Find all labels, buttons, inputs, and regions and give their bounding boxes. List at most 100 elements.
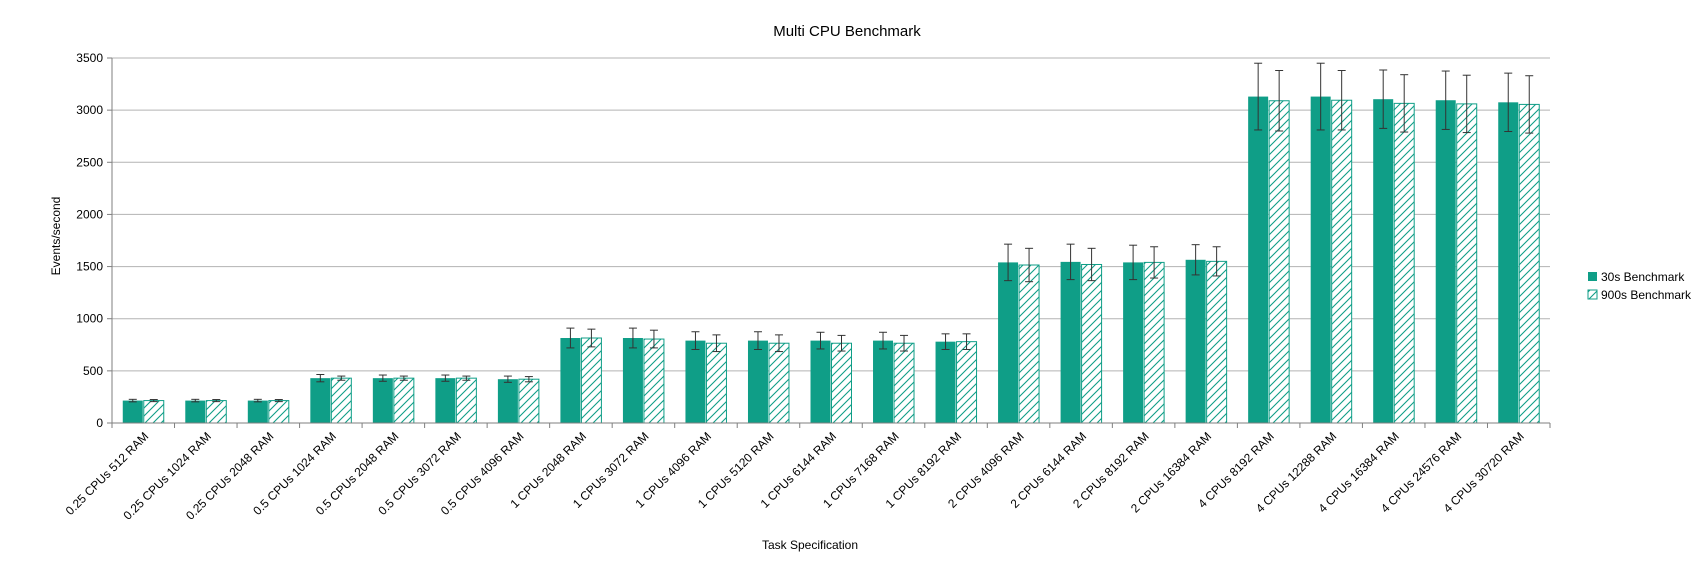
error-bar: [774, 334, 783, 353]
bar-900s: [518, 378, 540, 424]
error-bar: [399, 375, 408, 381]
error-bar: [128, 398, 137, 403]
bar-30s: [122, 400, 143, 423]
bar-30s: [1248, 96, 1269, 423]
bar-900s: [956, 341, 978, 424]
bar-30s: [622, 338, 643, 423]
y-axis-ticks: 0 500 1000 1500 2000 2500 3000 3500: [76, 51, 112, 430]
bar-30s: [185, 400, 206, 423]
error-bar: [1087, 247, 1096, 282]
error-bar: [1150, 246, 1159, 279]
bar-30s: [873, 340, 894, 423]
bar-30s: [1373, 99, 1394, 423]
bar-900s: [143, 400, 165, 424]
error-bar: [1129, 244, 1138, 281]
error-bar: [1254, 62, 1263, 131]
bar-900s: [1143, 261, 1165, 424]
error-bar: [337, 375, 346, 381]
error-bar: [837, 334, 846, 352]
bar-30s: [747, 340, 768, 423]
bar-900s: [580, 337, 602, 424]
y-tick-label: 1000: [76, 312, 103, 326]
error-bar: [191, 398, 200, 403]
bar-900s: [205, 400, 227, 424]
error-bar: [941, 333, 950, 350]
y-tick-label: 3000: [76, 103, 103, 117]
bar-900s: [1081, 263, 1103, 424]
error-bar: [900, 334, 909, 352]
bar-900s: [893, 342, 915, 424]
bar-30s: [435, 378, 456, 423]
error-bar: [274, 399, 283, 403]
y-axis-label: Events/second: [49, 197, 63, 276]
error-bar: [1400, 74, 1409, 133]
error-bar: [587, 328, 596, 348]
bar-30s: [247, 400, 268, 423]
error-bar: [1316, 62, 1325, 131]
error-bar: [212, 399, 221, 403]
error-bar: [1504, 72, 1513, 133]
bar-900s: [643, 338, 665, 424]
error-bar: [1379, 69, 1388, 129]
bar-30s: [497, 379, 518, 423]
error-bar: [1004, 243, 1013, 282]
y-tick-label: 2500: [76, 155, 103, 169]
bar-30s: [1185, 259, 1206, 423]
bar-30s: [935, 341, 956, 423]
bar-900s: [831, 342, 852, 424]
error-bar: [1337, 70, 1346, 131]
bar-30s: [1310, 96, 1331, 423]
bar-900s: [1018, 264, 1040, 424]
error-bar: [503, 375, 512, 383]
error-bar: [1462, 74, 1471, 134]
y-tick-label: 3500: [76, 51, 103, 65]
gridlines: [112, 57, 1550, 424]
bar-30s: [685, 340, 706, 423]
y-tick-label: 1500: [76, 260, 103, 274]
error-bar: [1066, 243, 1075, 281]
error-bar: [1525, 75, 1534, 134]
chart-title: Multi CPU Benchmark: [773, 23, 921, 40]
legend-label-900s: 900s Benchmark: [1601, 288, 1692, 302]
legend: 30s Benchmark 900s Benchmark: [1587, 270, 1692, 302]
bar-900s: [1268, 100, 1290, 424]
bar-30s: [560, 338, 581, 423]
x-axis-label: Task Specification: [762, 538, 858, 552]
error-bar: [1191, 244, 1200, 276]
error-bar: [524, 376, 533, 383]
bar-30s: [1123, 262, 1144, 423]
bar-30s: [810, 340, 831, 423]
error-bar: [1025, 247, 1034, 283]
error-bar: [753, 331, 762, 350]
bar-30s: [310, 378, 331, 423]
error-bar: [712, 334, 721, 353]
error-bar: [253, 398, 262, 403]
bar-900s: [455, 377, 477, 424]
error-bar: [1212, 246, 1221, 277]
legend-swatch-900s: [1587, 289, 1598, 300]
bar-900s: [330, 377, 352, 424]
bar-900s: [1393, 102, 1415, 424]
y-tick-label: 500: [83, 364, 103, 378]
bar-30s: [998, 262, 1019, 423]
error-bars: [128, 62, 1534, 403]
bar-30s: [1498, 102, 1519, 424]
bar-30s: [1060, 261, 1081, 423]
bar-30s: [1435, 100, 1456, 423]
error-bar: [378, 374, 387, 382]
error-bar: [962, 333, 971, 350]
y-tick-label: 0: [96, 416, 103, 430]
error-bar: [649, 329, 658, 349]
bar-900s: [268, 400, 290, 424]
bar-900s: [1456, 103, 1478, 424]
bar-900s: [705, 342, 727, 424]
error-bar: [149, 399, 158, 403]
legend-swatch-30s: [1588, 272, 1597, 281]
error-bar: [816, 331, 825, 350]
bar-900s: [1206, 260, 1228, 424]
error-bar: [441, 374, 450, 382]
y-tick-label: 2000: [76, 207, 103, 221]
legend-label-30s: 30s Benchmark: [1601, 270, 1685, 284]
